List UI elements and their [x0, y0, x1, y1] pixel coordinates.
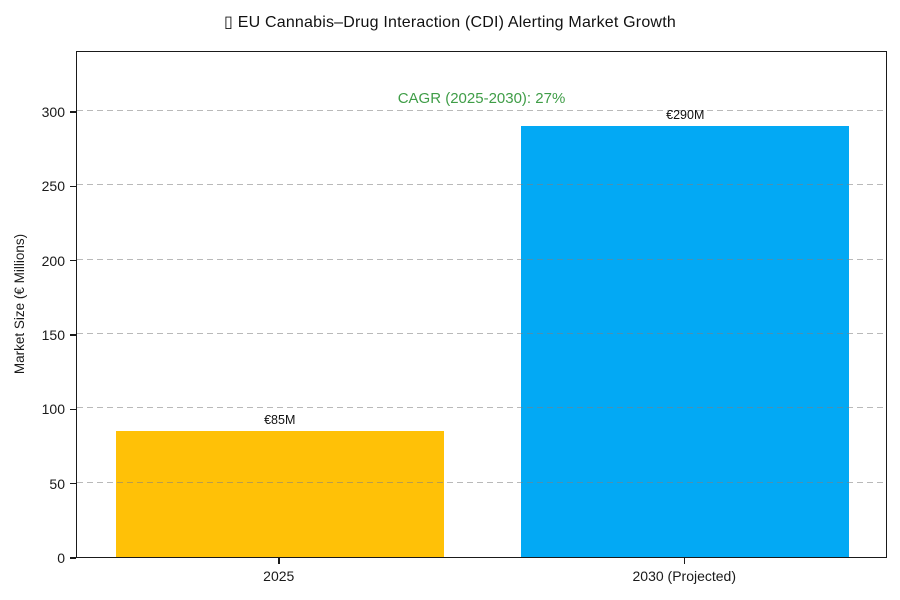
- y-tick-mark-200: [70, 259, 76, 262]
- gridline-50: [77, 481, 886, 483]
- y-tick-label-50: 50: [49, 475, 65, 492]
- y-tick-label-0: 0: [57, 550, 65, 566]
- y-tick-mark-100: [70, 408, 76, 411]
- y-tick-mark-300: [70, 111, 76, 113]
- y-tick-mark-0: [70, 557, 76, 559]
- x-tick-label: 2030 (Projected): [632, 568, 737, 584]
- x-tick-mark-1: [683, 558, 685, 564]
- y-tick-mark-250: [70, 185, 76, 188]
- x-tick-label: 2025: [263, 568, 295, 584]
- bar-2030-projected-: [521, 125, 850, 557]
- chart-title: ▯ EU Cannabis–Drug Interaction (CDI) Ale…: [224, 14, 676, 31]
- y-tick-mark-50: [70, 482, 76, 485]
- y-tick-label-200: 200: [41, 252, 65, 269]
- gridline-250: [77, 184, 886, 186]
- y-tick-mark-150: [70, 334, 76, 336]
- x-tick-mark-0: [278, 558, 280, 564]
- y-tick-label-300: 300: [41, 103, 65, 120]
- y-tick-label-150: 150: [41, 326, 65, 343]
- y-tick-label-250: 250: [41, 178, 65, 195]
- plot-area: CAGR (2025-2030): 27% €85M €290M: [76, 51, 887, 558]
- gridline-150: [77, 332, 886, 334]
- bar-2025: [115, 430, 444, 557]
- gridline-300: [77, 109, 886, 111]
- y-tick-label-100: 100: [41, 401, 65, 418]
- gridline-100: [77, 407, 886, 409]
- bar-value-label: €85M: [264, 412, 296, 427]
- bar-value-label: €290M: [666, 107, 705, 122]
- gridline-200: [77, 258, 886, 260]
- cagr-annotation: CAGR (2025-2030): 27%: [397, 90, 566, 107]
